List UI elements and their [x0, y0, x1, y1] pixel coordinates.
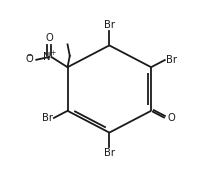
Text: Br: Br — [104, 148, 115, 158]
Text: O: O — [25, 54, 33, 64]
Text: O: O — [45, 33, 53, 43]
Text: O: O — [167, 113, 175, 123]
Text: Br: Br — [166, 55, 177, 65]
Text: Br: Br — [104, 20, 115, 30]
Text: Br: Br — [42, 113, 53, 123]
Text: +: + — [51, 50, 56, 56]
Text: N: N — [43, 52, 51, 62]
Text: −: − — [26, 53, 32, 59]
